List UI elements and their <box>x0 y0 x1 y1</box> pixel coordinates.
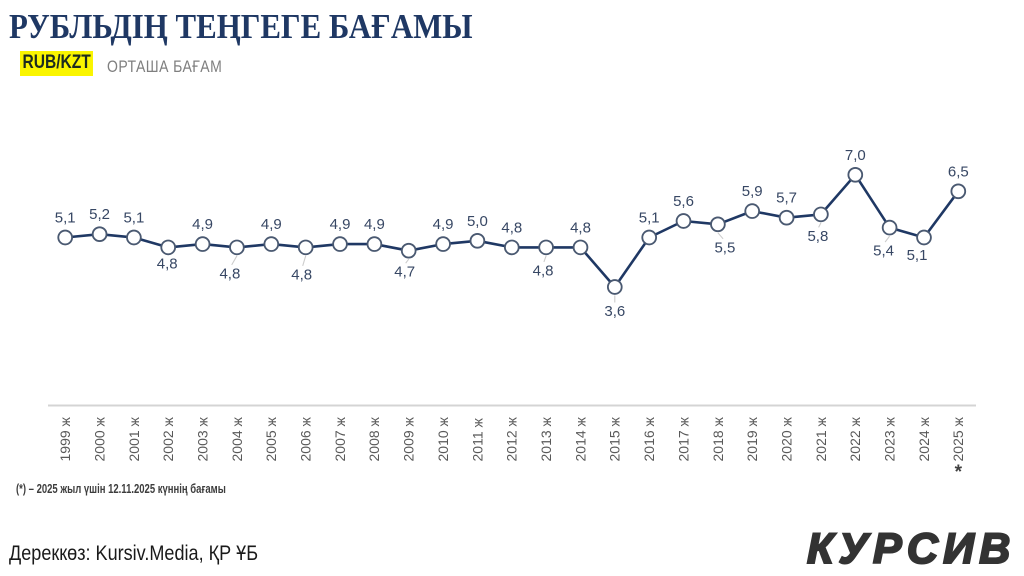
svg-text:4,7: 4,7 <box>394 264 415 281</box>
svg-text:4,9: 4,9 <box>433 216 454 233</box>
svg-text:5,7: 5,7 <box>776 190 797 207</box>
svg-text:*: * <box>955 462 963 483</box>
svg-text:2013 ж: 2013 ж <box>538 416 554 461</box>
svg-text:2005 ж: 2005 ж <box>263 416 279 461</box>
svg-text:5,5: 5,5 <box>714 239 735 256</box>
svg-text:4,8: 4,8 <box>570 219 591 236</box>
svg-text:2011 ж: 2011 ж <box>469 418 485 462</box>
svg-text:5,1: 5,1 <box>123 210 144 227</box>
svg-text:2016 ж: 2016 ж <box>641 416 657 461</box>
svg-text:2021 ж: 2021 ж <box>813 416 829 461</box>
svg-text:4,9: 4,9 <box>192 216 213 233</box>
svg-text:5,1: 5,1 <box>55 210 76 227</box>
svg-text:4,9: 4,9 <box>330 216 351 233</box>
svg-text:2004 ж: 2004 ж <box>229 416 245 461</box>
svg-text:5,8: 5,8 <box>807 228 828 245</box>
svg-text:4,8: 4,8 <box>157 255 178 272</box>
svg-text:5,0: 5,0 <box>467 213 488 230</box>
svg-text:3,6: 3,6 <box>604 303 625 320</box>
svg-text:2025 ж: 2025 ж <box>950 416 966 461</box>
svg-text:2014 ж: 2014 ж <box>572 416 588 461</box>
svg-text:5,1: 5,1 <box>639 210 660 227</box>
svg-text:5,4: 5,4 <box>873 243 894 260</box>
svg-text:2009 ж: 2009 ж <box>401 416 417 461</box>
svg-text:2015 ж: 2015 ж <box>607 416 623 461</box>
svg-text:5,9: 5,9 <box>742 183 763 200</box>
svg-text:5,2: 5,2 <box>89 206 110 223</box>
svg-text:7,0: 7,0 <box>845 147 866 164</box>
svg-text:2022 ж: 2022 ж <box>847 416 863 461</box>
svg-text:4,8: 4,8 <box>501 219 522 236</box>
svg-text:2003 ж: 2003 ж <box>195 416 211 461</box>
svg-text:2001 ж: 2001 ж <box>126 416 142 461</box>
svg-text:2006 ж: 2006 ж <box>298 416 314 461</box>
svg-text:2007 ж: 2007 ж <box>332 416 348 461</box>
svg-text:2012 ж: 2012 ж <box>504 416 520 461</box>
svg-text:5,6: 5,6 <box>673 193 694 210</box>
svg-text:4,8: 4,8 <box>219 265 240 282</box>
svg-text:2024 ж: 2024 ж <box>916 416 932 461</box>
svg-text:2017 ж: 2017 ж <box>675 416 691 461</box>
svg-text:4,8: 4,8 <box>533 262 554 279</box>
svg-text:4,9: 4,9 <box>261 216 282 233</box>
svg-text:5,1: 5,1 <box>907 247 928 264</box>
svg-text:1999 ж: 1999 ж <box>57 416 73 461</box>
svg-text:2019 ж: 2019 ж <box>744 416 760 461</box>
svg-text:2008 ж: 2008 ж <box>366 416 382 461</box>
svg-text:2018 ж: 2018 ж <box>710 416 726 461</box>
svg-text:4,9: 4,9 <box>364 216 385 233</box>
svg-text:2023 ж: 2023 ж <box>882 416 898 461</box>
svg-text:2010 ж: 2010 ж <box>435 416 451 461</box>
svg-text:4,8: 4,8 <box>291 266 312 283</box>
svg-text:2002 ж: 2002 ж <box>160 416 176 461</box>
svg-text:2000 ж: 2000 ж <box>92 416 108 461</box>
svg-text:6,5: 6,5 <box>948 163 969 180</box>
svg-text:2020 ж: 2020 ж <box>779 416 795 461</box>
